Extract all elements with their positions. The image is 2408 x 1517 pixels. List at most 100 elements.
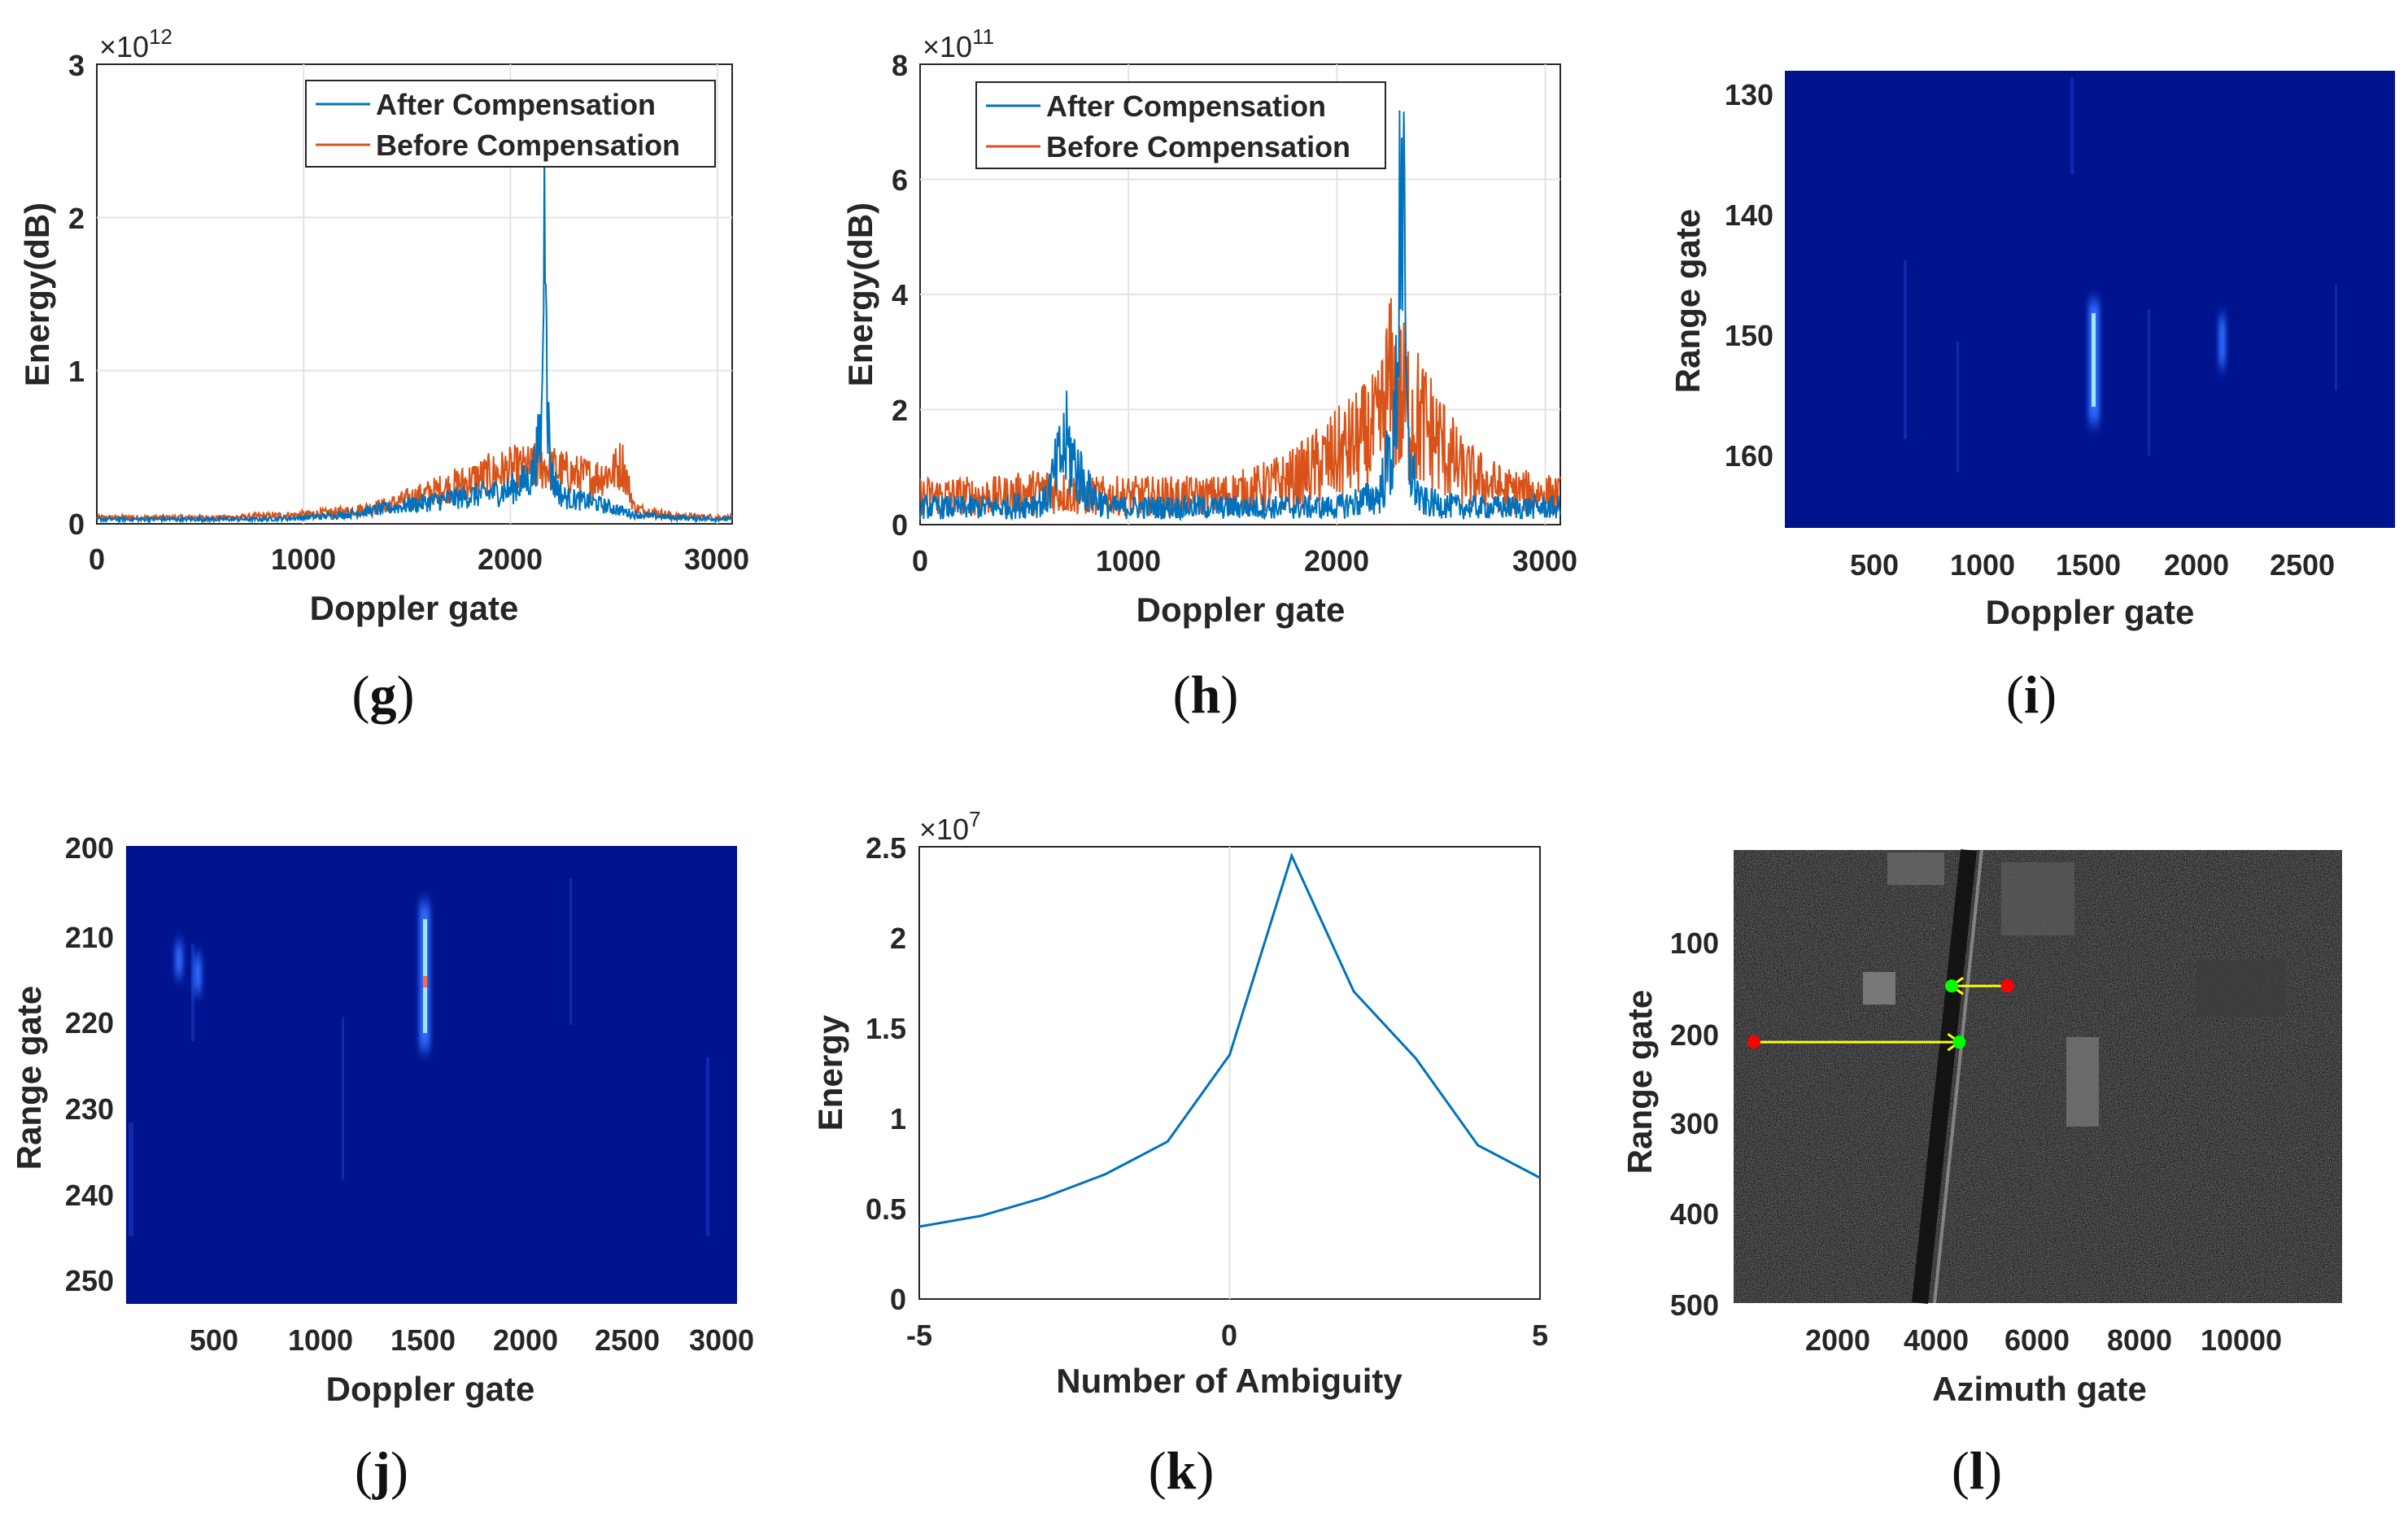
panel-label-i: (i) bbox=[2006, 665, 2057, 725]
chart-i-xtick: 2000 bbox=[2164, 548, 2229, 582]
chart-i-streak bbox=[2070, 77, 2074, 175]
chart-l-building bbox=[2001, 862, 2074, 935]
chart-l-building bbox=[2196, 960, 2286, 1017]
chart-j-xtick: 1000 bbox=[288, 1323, 353, 1357]
chart-k-ytick: 1.5 bbox=[866, 1012, 906, 1045]
chart-i-xtick: 2500 bbox=[2270, 548, 2335, 582]
chart-h-ytick: 2 bbox=[892, 394, 908, 427]
panel-label-l: (l) bbox=[1952, 1441, 2002, 1501]
panel-label-h: (h) bbox=[1173, 665, 1239, 725]
chart-h-series bbox=[919, 110, 1561, 522]
chart-l-ytick: 500 bbox=[1670, 1288, 1719, 1322]
chart-i-ytick: 160 bbox=[1725, 439, 1773, 473]
chart-g-xtick: 1000 bbox=[271, 543, 336, 576]
chart-i-feature-core bbox=[2092, 313, 2096, 407]
chart-k: -5 0 5 0 0.5 1 1.5 2 2.5 ×107 Number of … bbox=[811, 807, 1548, 1400]
chart-k-ytick: 2.5 bbox=[866, 831, 906, 865]
chart-g-series bbox=[96, 147, 733, 525]
chart-j-xlabel: Doppler gate bbox=[326, 1370, 535, 1408]
series-line bbox=[919, 298, 1561, 517]
chart-j-streak bbox=[706, 1057, 709, 1236]
chart-j-heatmap-bg bbox=[126, 846, 737, 1304]
chart-j-ytick: 220 bbox=[65, 1006, 114, 1040]
chart-l-structures bbox=[1863, 848, 2286, 1305]
chart-l-xlabel: Azimuth gate bbox=[1932, 1370, 2147, 1408]
chart-k-ytick: 0 bbox=[890, 1283, 906, 1316]
chart-l-xtick: 6000 bbox=[2004, 1323, 2070, 1357]
chart-j-ytick: 210 bbox=[65, 921, 114, 954]
chart-j-xtick: 2500 bbox=[595, 1323, 660, 1357]
chart-h-xtick: 0 bbox=[912, 544, 928, 578]
chart-g-exponent: ×1012 bbox=[99, 24, 172, 63]
chart-g-ytick: 1 bbox=[68, 355, 85, 388]
chart-j-xticks: 500 1000 1500 2000 2500 3000 bbox=[190, 1323, 754, 1357]
chart-l-xticks: 2000 4000 6000 8000 10000 bbox=[1805, 1323, 2282, 1357]
chart-i-ytick: 130 bbox=[1725, 78, 1773, 111]
chart-l-building bbox=[2066, 1037, 2099, 1127]
chart-l-building bbox=[1863, 972, 1895, 1005]
chart-g-legend-box bbox=[305, 80, 716, 168]
panel-label-j: (j) bbox=[355, 1441, 408, 1501]
chart-i-ytick: 140 bbox=[1725, 198, 1773, 232]
chart-k-xtick: 5 bbox=[1532, 1319, 1548, 1352]
chart-k-yticks: 0 0.5 1 1.5 2 2.5 bbox=[866, 831, 906, 1316]
chart-j-xtick: 2000 bbox=[493, 1323, 558, 1357]
target-marker bbox=[2000, 979, 2014, 993]
chart-j-xtick: 3000 bbox=[689, 1323, 754, 1357]
chart-g-legend-entry: After Compensation bbox=[376, 88, 656, 121]
chart-l: 2000 4000 6000 8000 10000 100 200 300 40… bbox=[1621, 848, 2342, 1408]
chart-h-legend-box bbox=[975, 81, 1386, 169]
chart-h-yticks: 0 2 4 6 8 bbox=[892, 49, 908, 542]
chart-j-yticks: 200 210 220 230 240 250 bbox=[65, 831, 114, 1297]
chart-g-yticks: 0 1 2 3 bbox=[68, 49, 85, 541]
chart-h-xtick: 3000 bbox=[1512, 544, 1577, 578]
chart-g-xlabel: Doppler gate bbox=[310, 589, 519, 627]
chart-g-ytick: 3 bbox=[68, 49, 85, 82]
chart-k-ytick: 0.5 bbox=[866, 1192, 906, 1226]
chart-i-xtick: 1500 bbox=[2056, 548, 2121, 582]
chart-h-legend-entry: After Compensation bbox=[1046, 89, 1326, 123]
series-line bbox=[918, 852, 1541, 1228]
chart-l-ytick: 200 bbox=[1670, 1018, 1719, 1052]
chart-h: 0 1000 2000 3000 0 2 4 6 8 ×1011 Doppler… bbox=[841, 24, 1577, 629]
chart-h-ytick: 6 bbox=[892, 163, 908, 197]
chart-g-xtick: 2000 bbox=[478, 543, 543, 576]
chart-l-ytick: 100 bbox=[1670, 926, 1719, 960]
chart-j-ytick: 240 bbox=[65, 1179, 114, 1212]
chart-i-xlabel: Doppler gate bbox=[1986, 593, 2195, 631]
chart-j-streak bbox=[129, 1122, 133, 1236]
chart-h-xticks: 0 1000 2000 3000 bbox=[912, 544, 1577, 578]
chart-h-xtick: 2000 bbox=[1304, 544, 1369, 578]
chart-i-ytick: 150 bbox=[1725, 319, 1773, 352]
target-marker bbox=[1952, 1035, 1966, 1049]
chart-i-xtick: 1000 bbox=[1950, 548, 2015, 582]
chart-k-ylabel: Energy bbox=[811, 1014, 849, 1131]
chart-j-feature-glow bbox=[194, 956, 202, 992]
chart-h-ytick: 4 bbox=[892, 278, 908, 312]
chart-j-streak bbox=[191, 944, 194, 1041]
chart-k-xtick: -5 bbox=[906, 1319, 932, 1352]
chart-j-xtick: 1500 bbox=[390, 1323, 456, 1357]
chart-i-streak bbox=[2335, 285, 2337, 390]
chart-j-ytick: 230 bbox=[65, 1092, 114, 1126]
series-line bbox=[96, 147, 733, 525]
chart-i-streaks bbox=[1904, 77, 2337, 472]
chart-h-legend-entry: Before Compensation bbox=[1046, 130, 1350, 163]
chart-i-xtick: 500 bbox=[1850, 548, 1899, 582]
chart-h-xtick: 1000 bbox=[1096, 544, 1161, 578]
chart-l-xtick: 4000 bbox=[1904, 1323, 1969, 1357]
chart-i-xticks: 500 1000 1500 2000 2500 bbox=[1850, 548, 2335, 582]
panel-label-k: (k) bbox=[1149, 1441, 1215, 1501]
chart-j-streak bbox=[569, 878, 572, 1025]
chart-g-xtick: 3000 bbox=[684, 543, 749, 576]
series-line bbox=[919, 110, 1561, 522]
chart-j-xtick: 500 bbox=[190, 1323, 238, 1357]
chart-i-streak bbox=[1956, 342, 1959, 472]
target-marker bbox=[1945, 979, 1959, 993]
chart-j: 500 1000 1500 2000 2500 3000 200 210 220… bbox=[10, 831, 754, 1408]
chart-g-legend-entry: Before Compensation bbox=[376, 129, 680, 162]
chart-g-legend: After Compensation Before Compensation bbox=[305, 80, 716, 168]
target-marker bbox=[1747, 1035, 1760, 1049]
chart-j-ytick: 200 bbox=[65, 831, 114, 865]
chart-j-ylabel: Range gate bbox=[10, 986, 48, 1170]
